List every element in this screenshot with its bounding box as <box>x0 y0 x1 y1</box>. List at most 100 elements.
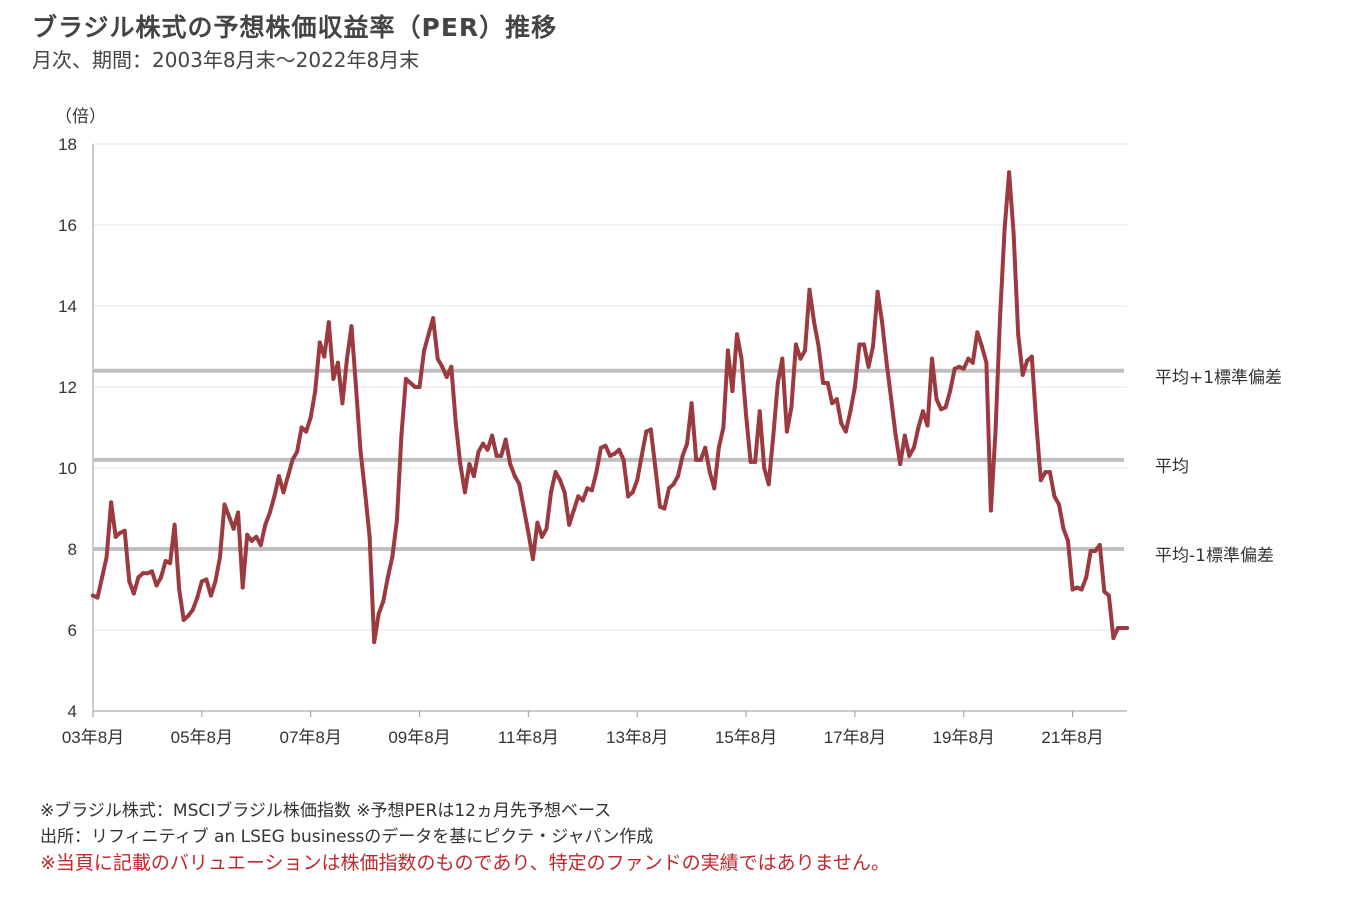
x-tick-label: 09年8月 <box>388 728 450 747</box>
data-point <box>784 429 789 434</box>
data-point <box>762 466 767 470</box>
reference-lines <box>93 368 1124 551</box>
data-point <box>698 457 703 462</box>
data-point <box>217 555 222 560</box>
data-point <box>617 447 622 452</box>
data-point <box>163 559 168 564</box>
data-point <box>145 571 150 576</box>
data-point <box>535 520 540 525</box>
data-point <box>966 356 971 361</box>
data-point <box>857 342 862 347</box>
data-point <box>893 433 898 438</box>
data-point <box>648 427 653 432</box>
data-point <box>449 364 454 369</box>
data-point <box>549 490 554 495</box>
data-point <box>358 449 363 454</box>
data-point <box>716 445 721 450</box>
data-point <box>408 380 413 385</box>
data-point <box>403 376 408 381</box>
data-point <box>694 457 699 462</box>
data-point <box>363 490 368 495</box>
data-point <box>1011 231 1016 236</box>
data-point <box>422 348 427 353</box>
data-point <box>499 453 504 458</box>
data-point <box>412 385 417 389</box>
reference-line-label: 平均+1標準偏差 <box>1155 368 1282 388</box>
data-point <box>775 380 780 385</box>
data-point <box>204 577 209 582</box>
data-point <box>626 494 631 499</box>
data-point <box>490 433 495 438</box>
data-point <box>481 441 486 446</box>
data-point <box>925 423 930 428</box>
data-point <box>689 401 694 406</box>
data-point <box>580 498 585 503</box>
data-point <box>902 433 907 438</box>
data-point <box>1120 625 1125 630</box>
data-point <box>721 425 726 430</box>
data-point <box>939 407 944 412</box>
data-point <box>95 595 100 600</box>
chart-title: ブラジル株式の予想株価収益率（PER）推移 <box>32 13 558 42</box>
data-point <box>1038 478 1043 483</box>
data-point <box>435 356 440 361</box>
x-tick-label: 07年8月 <box>279 728 341 747</box>
data-point <box>984 360 989 365</box>
x-tick-label: 13年8月 <box>606 728 668 747</box>
data-point <box>1075 585 1080 590</box>
data-point <box>385 575 390 580</box>
data-point <box>685 441 690 446</box>
data-point <box>952 366 957 371</box>
data-point <box>657 504 662 509</box>
data-point <box>843 429 848 434</box>
data-point <box>771 433 776 438</box>
data-point <box>326 320 331 325</box>
x-tick-label: 05年8月 <box>171 728 233 747</box>
series-layer <box>91 170 1129 645</box>
data-point <box>372 640 377 645</box>
axes <box>92 144 1127 717</box>
data-point <box>798 356 803 361</box>
y-tick-label: 4 <box>68 702 77 721</box>
data-point <box>816 344 821 349</box>
y-tick-label: 8 <box>68 540 77 559</box>
data-point <box>471 474 476 479</box>
data-point <box>943 405 948 410</box>
data-point <box>122 528 127 533</box>
data-point <box>998 316 1003 321</box>
data-point <box>639 453 644 458</box>
data-point <box>612 451 617 456</box>
data-point <box>1016 332 1021 337</box>
data-point <box>349 324 354 329</box>
data-point <box>526 530 531 535</box>
data-point <box>512 474 517 479</box>
reference-line-label: 平均-1標準偏差 <box>1155 546 1274 566</box>
data-point <box>871 344 876 349</box>
data-point <box>417 385 422 389</box>
data-point <box>286 474 291 479</box>
data-point <box>852 385 857 389</box>
data-point <box>159 575 164 580</box>
chart-subtitle: 月次、期間：2003年8月末～2022年8月末 <box>32 48 420 72</box>
data-point <box>621 457 626 462</box>
footnote-warning: ※当頁に記載のバリュエーションは株価指数のものであり、特定のファンドの実績ではあ… <box>40 852 891 874</box>
data-point <box>812 320 817 325</box>
data-point <box>236 510 241 515</box>
data-point <box>730 389 735 394</box>
data-point <box>1061 526 1066 531</box>
data-point <box>884 360 889 365</box>
data-point <box>993 429 998 434</box>
data-point <box>199 579 204 584</box>
data-point <box>1093 549 1098 554</box>
data-point <box>467 461 472 466</box>
data-point <box>1029 354 1034 359</box>
data-point <box>753 459 758 464</box>
data-point <box>485 447 490 452</box>
per-line-chart: 4 6 8 10 12 14 16 18 （倍） 03年8月 05年8月 07年8月 09年8月 11年8… <box>55 107 1282 747</box>
data-point <box>267 510 272 515</box>
data-point <box>340 401 345 406</box>
data-point <box>376 611 381 616</box>
data-point <box>1020 372 1025 377</box>
data-point <box>381 599 386 604</box>
data-point <box>789 405 794 410</box>
